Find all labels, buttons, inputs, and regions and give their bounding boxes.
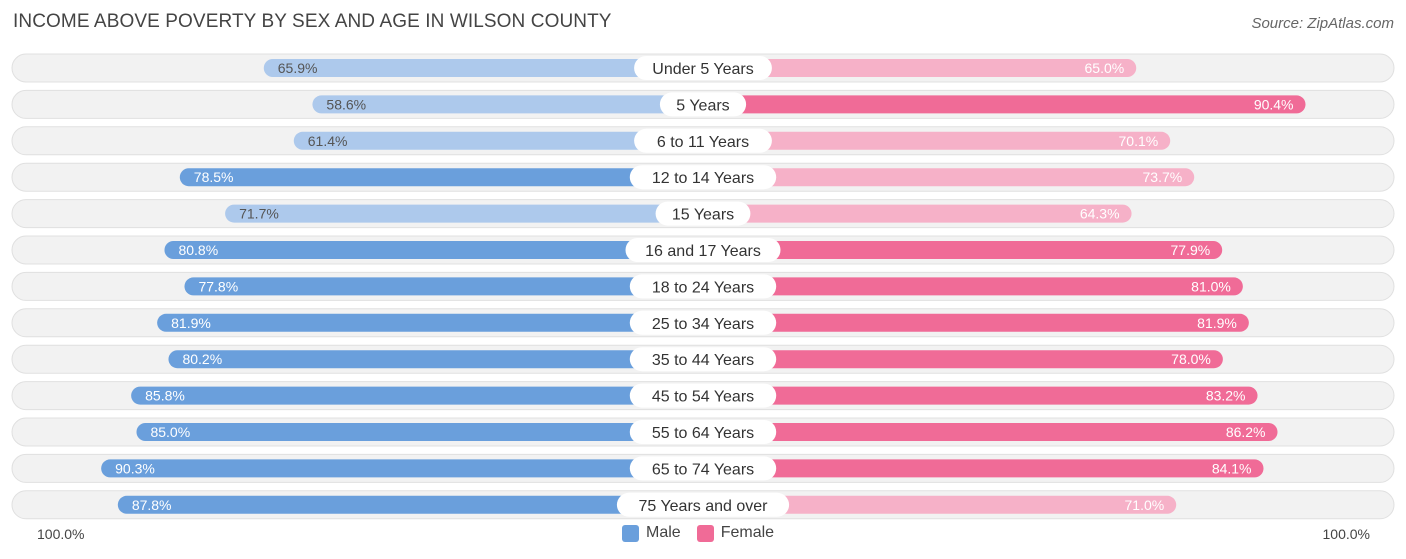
- value-label-female: 73.7%: [1143, 169, 1183, 185]
- legend-swatch-female: [696, 524, 714, 542]
- category-label: 6 to 11 Years: [657, 134, 749, 151]
- bar-male: [164, 241, 703, 259]
- legend-swatch-male: [622, 524, 639, 542]
- category-label: 75 Years and over: [639, 498, 769, 515]
- category-label-background: [629, 420, 777, 444]
- category-label: 25 to 34 Years: [652, 316, 754, 333]
- bar-female: [703, 313, 1249, 332]
- bar-male: [179, 168, 704, 187]
- bar-female: [703, 241, 1223, 259]
- category-label: 15 Years: [672, 207, 734, 224]
- value-label-female: 77.9%: [1171, 242, 1211, 258]
- value-label-female: 70.1%: [1119, 133, 1159, 149]
- axis-left-label: 100.0%: [37, 526, 85, 542]
- legend: Male Female: [622, 524, 790, 542]
- category-label-background: [629, 383, 777, 408]
- bar-female: [703, 495, 1177, 514]
- bar-male: [312, 95, 703, 114]
- value-label-male: 85.8%: [145, 388, 185, 404]
- category-label-background: [629, 310, 777, 335]
- value-label-male: 78.5%: [194, 169, 234, 185]
- category-label-background: [634, 128, 772, 153]
- category-label: 55 to 64 Years: [652, 425, 754, 442]
- value-label-female: 71.0%: [1125, 497, 1165, 513]
- value-label-male: 71.7%: [239, 206, 279, 222]
- legend-item-female: Female: [696, 524, 775, 542]
- value-label-male: 87.8%: [132, 497, 172, 513]
- value-label-female: 81.9%: [1197, 315, 1237, 331]
- bar-male: [101, 459, 703, 478]
- value-label-female: 81.0%: [1191, 278, 1231, 294]
- category-label-background: [629, 347, 777, 372]
- value-label-female: 84.1%: [1212, 460, 1252, 476]
- category-label-background: [655, 201, 751, 226]
- bar-female: [703, 95, 1306, 114]
- source-label: Source: ZipAtlas.com: [1251, 15, 1394, 32]
- legend-item-male: Male: [622, 524, 681, 542]
- category-label: 35 to 44 Years: [652, 352, 754, 369]
- bar-female: [703, 386, 1258, 405]
- bar-female: [703, 423, 1278, 441]
- value-label-female: 90.4%: [1254, 96, 1294, 112]
- bar-female: [703, 59, 1137, 77]
- category-label: 5 Years: [676, 97, 729, 114]
- bar-female: [703, 459, 1264, 478]
- bar-male: [184, 277, 703, 296]
- value-label-male: 81.9%: [171, 315, 211, 331]
- value-label-male: 65.9%: [278, 60, 318, 76]
- category-label-background: [634, 56, 772, 80]
- bar-female: [703, 204, 1132, 223]
- bar-male: [157, 313, 704, 332]
- category-label: 65 to 74 Years: [652, 461, 754, 478]
- category-label: 18 to 24 Years: [652, 279, 754, 296]
- bar-male: [293, 131, 703, 150]
- value-label-male: 80.2%: [182, 351, 222, 367]
- bar-female: [703, 168, 1195, 187]
- value-label-male: 80.8%: [178, 242, 218, 258]
- category-label-background: [629, 274, 777, 299]
- bar-male: [225, 204, 703, 223]
- bar-male: [136, 423, 704, 441]
- legend-label-male: Male: [646, 524, 681, 541]
- bar-male: [168, 350, 704, 369]
- value-label-female: 78.0%: [1171, 351, 1211, 367]
- category-label-background: [659, 92, 747, 117]
- value-label-male: 58.6%: [326, 96, 366, 112]
- value-label-female: 86.2%: [1226, 424, 1266, 440]
- value-label-male: 77.8%: [198, 278, 238, 294]
- category-label: Under 5 Years: [652, 61, 753, 78]
- bar-female: [703, 131, 1171, 150]
- bar-female: [703, 277, 1243, 296]
- bar-male: [263, 59, 703, 77]
- bar-female: [703, 350, 1223, 369]
- value-label-female: 65.0%: [1085, 60, 1125, 76]
- category-label-background: [629, 165, 777, 190]
- bar-male: [117, 495, 704, 514]
- axis-right-label: 100.0%: [1322, 526, 1370, 542]
- legend-label-female: Female: [720, 524, 775, 541]
- chart-plot: 65.9% 65.0% Under 5 Years 58.6% 90.4% 5 Years…: [11, 53, 1395, 520]
- category-label-background: [616, 492, 790, 517]
- category-label: 45 to 54 Years: [652, 389, 754, 406]
- value-label-female: 64.3%: [1080, 206, 1120, 222]
- category-label-background: [629, 456, 777, 481]
- value-label-female: 83.2%: [1206, 388, 1246, 404]
- category-label: 12 to 14 Years: [652, 170, 754, 187]
- category-label: 16 and 17 Years: [645, 243, 761, 260]
- chart-title: INCOME ABOVE POVERTY BY SEX AND AGE IN W…: [13, 11, 612, 32]
- category-label-background: [625, 238, 781, 262]
- bar-male: [131, 386, 703, 405]
- value-label-male: 90.3%: [115, 460, 155, 476]
- value-label-male: 61.4%: [308, 133, 348, 149]
- value-label-male: 85.0%: [150, 424, 190, 440]
